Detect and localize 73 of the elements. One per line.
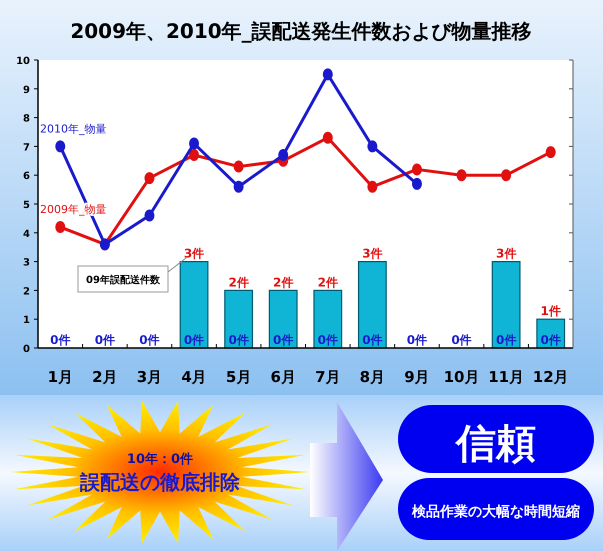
data-label: 0件 <box>540 333 561 347</box>
y-tick-label: 2 <box>23 286 30 298</box>
x-tick-label: 10月 <box>444 368 480 386</box>
x-tick-label: 9月 <box>404 368 430 386</box>
point <box>189 149 200 162</box>
y-tick-label: 1 <box>23 315 30 326</box>
chart-title: 2009年、2010年_誤配送発生件数および物量推移 <box>70 19 532 43</box>
y-tick-label: 10 <box>16 56 30 67</box>
point <box>412 178 422 190</box>
x-tick-label: 8月 <box>360 368 386 386</box>
bar <box>180 261 208 349</box>
series-label: 2010年_物量 <box>40 122 106 136</box>
text: 検品作業の大幅な時間短縮 <box>411 503 580 520</box>
data-label: 0件 <box>362 333 383 347</box>
data-label: 0件 <box>406 333 428 347</box>
y-tick-label: 6 <box>23 171 30 182</box>
data-label: 0件 <box>228 333 249 347</box>
data-label: 0件 <box>496 333 516 347</box>
y-tick-label: 4 <box>23 228 30 240</box>
y-tick-label: 7 <box>23 142 30 154</box>
point <box>546 146 556 158</box>
point <box>322 132 333 144</box>
data-label: 0件 <box>318 333 338 347</box>
point <box>501 169 512 182</box>
data-label: 3件 <box>184 246 204 261</box>
data-label: 2件 <box>318 275 338 290</box>
x-tick-label: 6月 <box>270 368 296 386</box>
text: 誤配送の徹底排除 <box>79 470 241 494</box>
data-label: 0件 <box>50 333 70 347</box>
point <box>278 149 288 162</box>
point <box>367 180 378 193</box>
x-tick-label: 3月 <box>136 368 162 386</box>
bar <box>313 290 342 349</box>
bar <box>358 261 387 349</box>
bar <box>492 261 521 349</box>
bar <box>224 290 254 349</box>
data-label: 3件 <box>362 246 383 261</box>
bar <box>268 290 298 349</box>
point <box>322 68 333 80</box>
y-tick-label: 5 <box>23 200 30 211</box>
y-tick-label: 8 <box>23 114 30 125</box>
data-label: 0件 <box>451 333 472 347</box>
point <box>144 172 154 184</box>
y-tick-label: 0 <box>23 344 30 355</box>
data-label: 2件 <box>273 275 294 290</box>
data-label: 0件 <box>139 333 160 347</box>
point <box>144 210 154 222</box>
x-tick-label: 11月 <box>488 368 524 386</box>
data-label: 0件 <box>184 333 204 347</box>
text: 09年誤配送件数 <box>86 274 161 286</box>
point <box>234 180 244 193</box>
point <box>234 160 244 173</box>
data-label: 0件 <box>273 333 294 347</box>
point <box>412 163 422 176</box>
x-tick-label: 1月 <box>48 368 74 386</box>
data-label: 3件 <box>496 246 516 261</box>
text: 信頼 <box>454 421 536 467</box>
data-label: 0件 <box>94 333 116 347</box>
data-label: 1件 <box>540 304 561 318</box>
x-tick-label: 2月 <box>92 368 118 386</box>
point <box>55 140 66 152</box>
x-tick-label: 5月 <box>226 368 252 386</box>
x-tick-label: 4月 <box>181 368 207 386</box>
data-label: 2件 <box>228 275 249 290</box>
x-tick-label: 7月 <box>315 368 341 386</box>
point <box>367 140 378 152</box>
point <box>55 221 66 234</box>
text: 10年：0件 <box>126 452 194 467</box>
x-tick-label: 12月 <box>532 368 569 386</box>
y-tick-label: 9 <box>23 84 30 96</box>
point <box>189 138 200 150</box>
y-tick-label: 3 <box>23 258 30 269</box>
point <box>456 169 467 182</box>
